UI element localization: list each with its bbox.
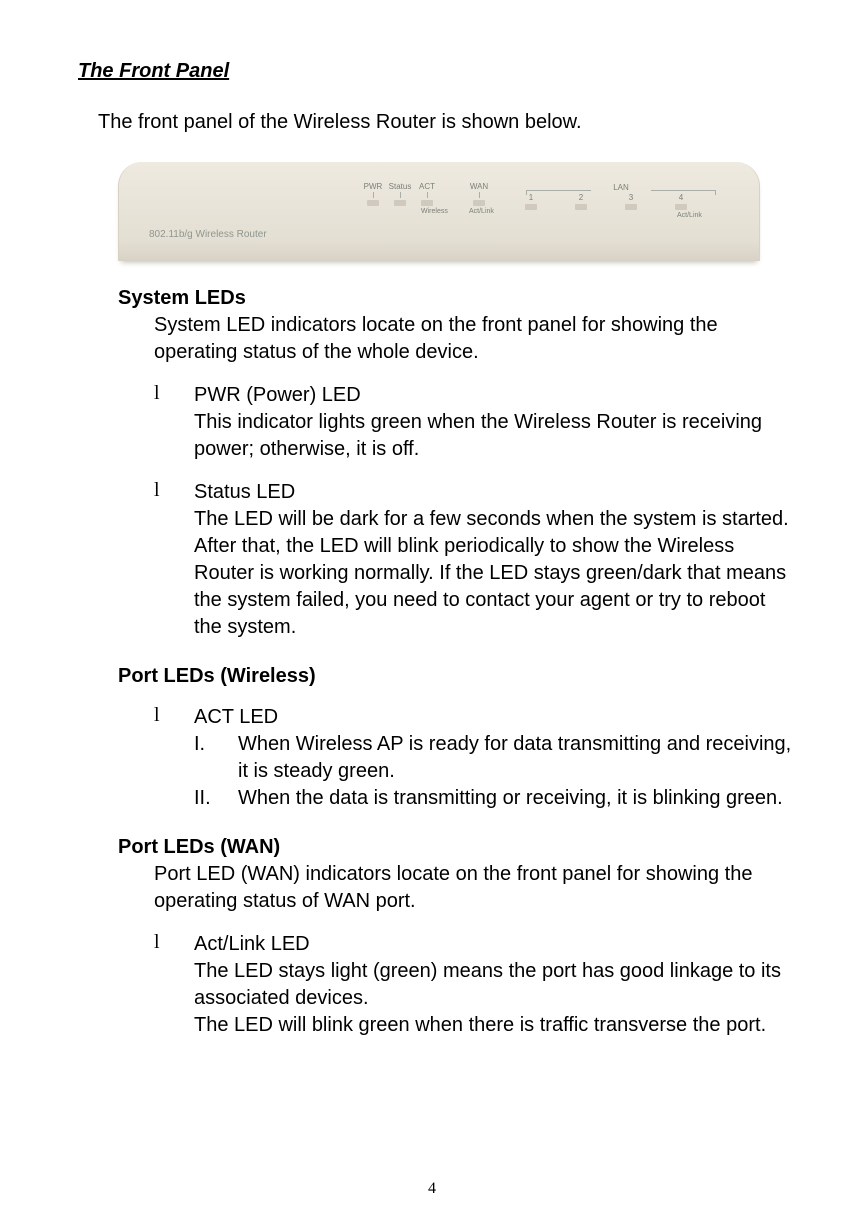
led-area: PWR Status ACT Wireless WAN Act/Link LAN [361, 182, 737, 242]
led-act-sublabel: Wireless [421, 208, 439, 215]
led-status-label: Status [385, 182, 415, 191]
led-act: ACT Wireless [415, 182, 439, 215]
router-panel-figure: 802.11b/g Wireless Router PWR Status ACT… [118, 162, 760, 261]
page-number: 4 [0, 1180, 864, 1198]
led-act-label: ACT [415, 182, 439, 191]
heading-system-leds: System LEDs [118, 287, 792, 310]
body-content: System LEDs System LED indicators locate… [118, 287, 792, 1039]
heading-port-leds-wan: Port LEDs (WAN) [118, 836, 792, 859]
led-lan-2-num: 2 [571, 193, 591, 202]
page-title: The Front Panel [78, 60, 792, 83]
actlink-led-title: Act/Link LED [194, 931, 792, 958]
bullet-mark-icon: l [154, 704, 194, 727]
roman-item-1-text: When Wireless AP is ready for data trans… [238, 731, 792, 785]
led-lan-3: 3 [621, 193, 641, 210]
bullet-mark-icon: l [154, 479, 194, 502]
pwr-led-body: This indicator lights green when the Wir… [194, 411, 762, 460]
led-lan-4-sublabel: Act/Link [677, 212, 691, 219]
bullet-actlink-led: l Act/Link LED The LED stays light (gree… [154, 931, 792, 1039]
bullet-mark-icon: l [154, 931, 194, 954]
actlink-led-body-2: The LED will blink green when there is t… [194, 1012, 792, 1039]
roman-numeral: II. [194, 785, 238, 812]
led-lan-1: 1 [521, 193, 541, 210]
led-wan-label: WAN [465, 182, 493, 191]
port-leds-wan-desc: Port LED (WAN) indicators locate on the … [154, 861, 792, 915]
led-lan-1-num: 1 [521, 193, 541, 202]
act-led-title: ACT LED [194, 704, 278, 731]
system-leds-desc: System LED indicators locate on the fron… [154, 312, 792, 366]
led-wan: WAN Act/Link [465, 182, 493, 215]
led-lan-3-num: 3 [621, 193, 641, 202]
roman-numeral: I. [194, 731, 238, 785]
roman-item-2-text: When the data is transmitting or receivi… [238, 785, 783, 812]
bullet-act-led: l ACT LED [154, 704, 792, 731]
page: The Front Panel The front panel of the W… [0, 0, 864, 1228]
bullet-mark-icon: l [154, 382, 194, 405]
bullet-pwr-led: l PWR (Power) LED This indicator lights … [154, 382, 792, 463]
pwr-led-title: PWR (Power) LED [194, 382, 792, 409]
led-status: Status [385, 182, 415, 206]
heading-port-leds-wireless: Port LEDs (Wireless) [118, 665, 792, 688]
roman-item-2: II. When the data is transmitting or rec… [194, 785, 792, 812]
status-led-body: The LED will be dark for a few seconds w… [194, 508, 789, 638]
lan-group-label: LAN [613, 183, 629, 192]
intro-text: The front panel of the Wireless Router i… [98, 111, 792, 134]
status-led-title: Status LED [194, 479, 792, 506]
router-model-label: 802.11b/g Wireless Router [149, 229, 267, 240]
led-lan-4-num: 4 [671, 193, 691, 202]
bullet-status-led: l Status LED The LED will be dark for a … [154, 479, 792, 641]
act-led-roman-list: I. When Wireless AP is ready for data tr… [194, 731, 792, 812]
actlink-led-body-1: The LED stays light (green) means the po… [194, 958, 792, 1012]
led-lan-2: 2 [571, 193, 591, 210]
led-pwr: PWR [361, 182, 385, 206]
led-lan-4: 4 Act/Link [671, 193, 691, 219]
led-wan-sublabel: Act/Link [469, 208, 493, 215]
lan-group: LAN [526, 183, 716, 192]
roman-item-1: I. When Wireless AP is ready for data tr… [194, 731, 792, 785]
led-pwr-label: PWR [361, 182, 385, 191]
